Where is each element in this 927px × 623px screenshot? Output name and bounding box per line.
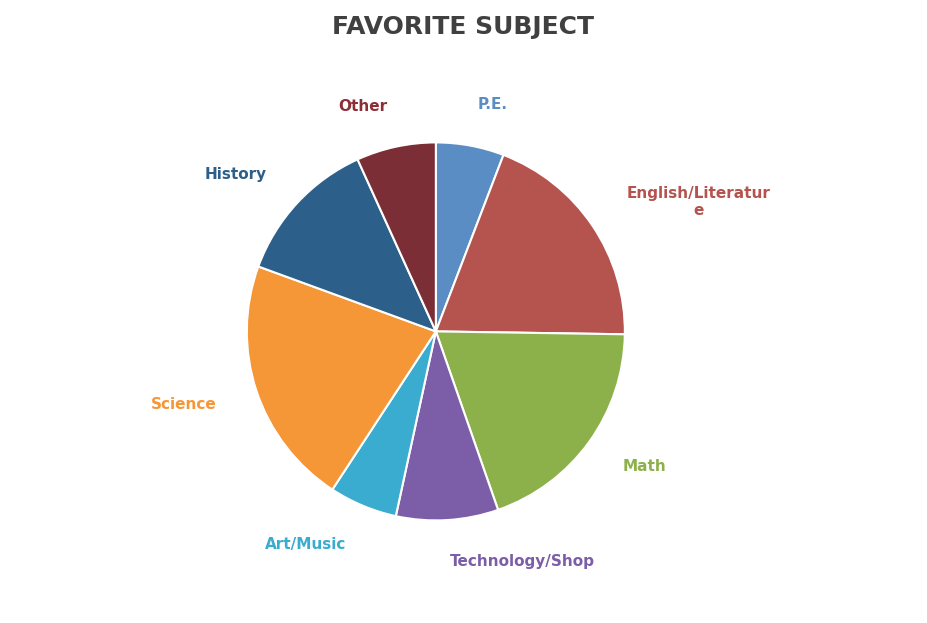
Text: Art/Music: Art/Music [265,536,347,551]
Text: Other: Other [337,98,387,113]
Wedge shape [259,159,436,331]
Wedge shape [436,155,625,335]
Wedge shape [436,331,625,510]
Wedge shape [436,143,503,331]
Title: FAVORITE SUBJECT: FAVORITE SUBJECT [333,15,594,39]
Text: Technology/Shop: Technology/Shop [450,554,595,569]
Text: Math: Math [623,459,667,474]
Text: P.E.: P.E. [477,97,508,112]
Wedge shape [358,143,436,331]
Text: History: History [205,167,267,182]
Wedge shape [247,267,436,490]
Wedge shape [333,331,436,516]
Text: Science: Science [151,396,217,412]
Text: English/Literatur
e: English/Literatur e [627,186,770,219]
Wedge shape [396,331,498,520]
